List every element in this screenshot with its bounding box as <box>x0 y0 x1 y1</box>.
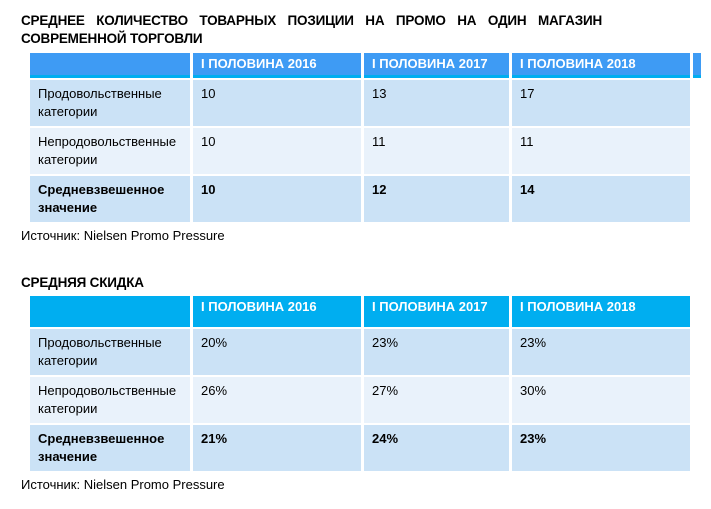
value-cell: 23% <box>512 329 690 375</box>
col-header-h1-2018: I ПОЛОВИНА 2018 <box>512 53 690 78</box>
promo-sku-table-header-row: I ПОЛОВИНА 2016 I ПОЛОВИНА 2017 I ПОЛОВИ… <box>30 53 701 78</box>
value-cell: 10 <box>193 80 361 126</box>
value-cell: 20% <box>193 329 361 375</box>
edge-strip-spacer <box>693 128 701 174</box>
value-cell: 10 <box>193 176 361 222</box>
value-cell: 27% <box>364 377 509 423</box>
col-header-h1-2016: I ПОЛОВИНА 2016 <box>193 53 361 78</box>
corner-header-cell <box>30 296 190 327</box>
discount-table-header-row: I ПОЛОВИНА 2016 I ПОЛОВИНА 2017 I ПОЛОВИ… <box>30 296 690 327</box>
section1-title: СРЕДНЕЕ КОЛИЧЕСТВО ТОВАРНЫХ ПОЗИЦИИ НА П… <box>21 12 602 48</box>
section2-title: СРЕДНЯЯ СКИДКА <box>21 275 144 290</box>
value-cell: 21% <box>193 425 361 471</box>
table-row-weighted-average: Средневзвешенное значение 10 12 14 <box>30 176 701 222</box>
value-cell: 10 <box>193 128 361 174</box>
table-row-food: Продовольственные категории 20% 23% 23% <box>30 329 690 375</box>
col-header-h1-2017: I ПОЛОВИНА 2017 <box>364 53 509 78</box>
value-cell: 26% <box>193 377 361 423</box>
value-cell: 11 <box>364 128 509 174</box>
average-discount-table: I ПОЛОВИНА 2016 I ПОЛОВИНА 2017 I ПОЛОВИ… <box>27 294 693 473</box>
value-cell: 23% <box>512 425 690 471</box>
value-cell: 13 <box>364 80 509 126</box>
value-cell: 12 <box>364 176 509 222</box>
section1-title-line2: СОВРЕМЕННОЙ ТОРГОВЛИ <box>21 31 203 46</box>
value-cell: 11 <box>512 128 690 174</box>
edge-strip-spacer <box>693 80 701 126</box>
table-row-weighted-average: Средневзвешенное значение 21% 24% 23% <box>30 425 690 471</box>
col-header-h1-2017: I ПОЛОВИНА 2017 <box>364 296 509 327</box>
value-cell: 30% <box>512 377 690 423</box>
row-label-cell: Продовольственные категории <box>30 80 190 126</box>
table-row-nonfood: Непродовольственные категории 10 11 11 <box>30 128 701 174</box>
table-row-food: Продовольственные категории 10 13 17 <box>30 80 701 126</box>
source-note-1: Источник: Nielsen Promo Pressure <box>21 228 225 243</box>
value-cell: 23% <box>364 329 509 375</box>
row-label-cell: Средневзвешенное значение <box>30 425 190 471</box>
col-header-h1-2018: I ПОЛОВИНА 2018 <box>512 296 690 327</box>
promo-sku-table: I ПОЛОВИНА 2016 I ПОЛОВИНА 2017 I ПОЛОВИ… <box>27 51 704 224</box>
corner-header-cell <box>30 53 190 78</box>
row-label-cell: Непродовольственные категории <box>30 377 190 423</box>
row-label-cell: Продовольственные категории <box>30 329 190 375</box>
row-label-cell: Непродовольственные категории <box>30 128 190 174</box>
value-cell: 14 <box>512 176 690 222</box>
table-row-nonfood: Непродовольственные категории 26% 27% 30… <box>30 377 690 423</box>
edge-strip-spacer <box>693 176 701 222</box>
col-header-h1-2016: I ПОЛОВИНА 2016 <box>193 296 361 327</box>
source-note-2: Источник: Nielsen Promo Pressure <box>21 477 225 492</box>
row-label-cell: Средневзвешенное значение <box>30 176 190 222</box>
value-cell: 17 <box>512 80 690 126</box>
value-cell: 24% <box>364 425 509 471</box>
section1-title-line1: СРЕДНЕЕ КОЛИЧЕСТВО ТОВАРНЫХ ПОЗИЦИИ НА П… <box>21 13 602 28</box>
header-edge-strip <box>693 53 701 78</box>
